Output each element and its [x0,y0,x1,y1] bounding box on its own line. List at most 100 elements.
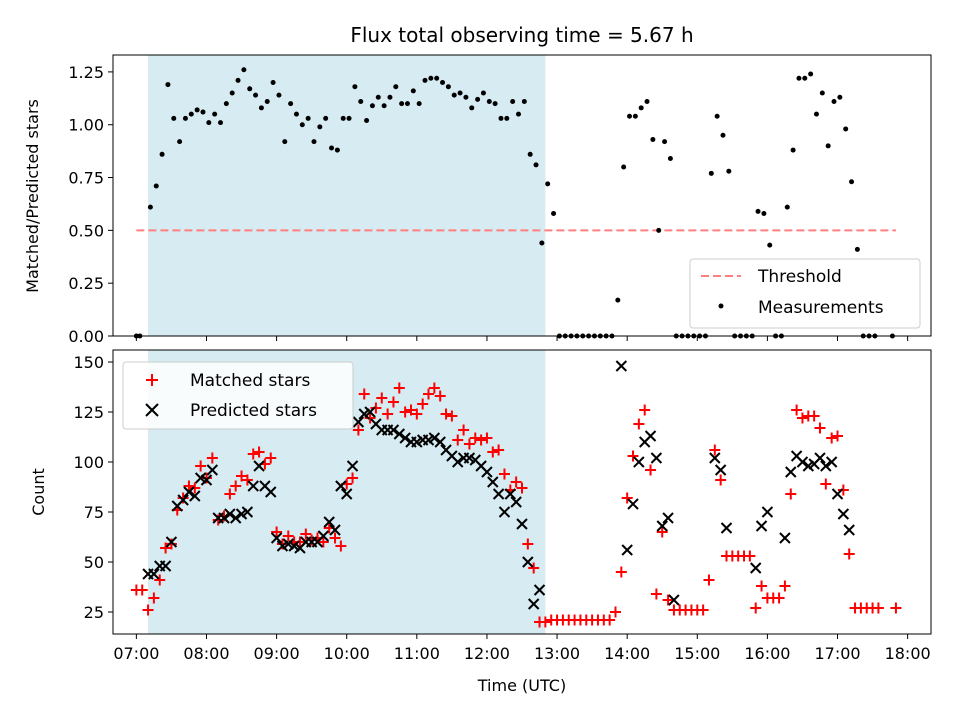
predicted-star-point [177,494,189,506]
predicted-star-point [200,474,213,486]
matched-star-point [276,538,288,550]
matched-star-point [399,406,411,418]
predicted-star-point [831,488,844,500]
measurement-point [223,101,229,107]
predicted-star-point [627,498,639,510]
matched-star-point [224,488,236,500]
matched-star-point [814,422,826,434]
predicted-star-point [317,530,330,542]
measurement-point [808,71,814,77]
measurement-point [270,79,276,85]
bottom-xtick-label: 17:00 [814,644,860,663]
bottom-y-ticks: 25 50 75 100 125 150 [73,353,113,622]
matched-star-point [423,388,435,400]
top-panel: 0.00 0.25 0.50 0.75 1.00 1.25 Flux total obse… [23,23,932,346]
measurement-point [504,115,510,121]
predicted-star-point [323,516,335,528]
legend-matched-label: Matched stars [190,371,310,391]
predicted-stars-points [142,360,855,610]
measurement-point [533,162,539,168]
measurement-point [147,204,153,210]
matched-star-point [165,538,177,550]
predicted-star-point [253,460,265,472]
matched-star-point [609,606,621,618]
measurement-point [451,92,457,98]
matched-star-point [528,562,540,574]
measurement-point [849,179,855,185]
bottom-ytick-label: 25 [84,603,104,622]
x-axis-label: Time (UTC) [477,676,566,695]
measurement-point [334,147,340,153]
measurement-point [475,96,481,102]
matched-star-point [440,408,452,420]
predicted-star-point [714,464,727,476]
measurement-point [299,122,305,128]
legend-measurements-swatch [718,303,724,309]
measurement-point [638,105,644,111]
matched-star-point [756,580,768,592]
bottom-xtick-label: 13:00 [534,644,580,663]
bottom-xtick-label: 14:00 [604,644,650,663]
matched-star-point [183,480,195,492]
matched-star-point [160,542,172,554]
measurement-point [796,75,802,81]
measurement-point [264,98,270,104]
measurement-point [206,120,212,126]
measurement-point [714,113,720,119]
predicted-star-point [750,562,762,574]
measurement-point [241,67,247,73]
matched-star-point [791,404,803,416]
matched-star-point [370,402,382,414]
bottom-ytick-label: 100 [73,453,104,472]
measurement-point [615,297,621,303]
predicted-star-point [633,456,645,468]
measurement-point [200,109,206,115]
matched-star-point [458,424,470,436]
predicted-star-point [814,452,826,464]
bottom-x-ticks: 07:00 08:00 09:00 10:00 11:00 12:00 13:00 14:00… [113,634,931,663]
matched-star-point [481,432,493,444]
measurement-point [837,94,843,100]
predicted-star-point [165,536,178,548]
predicted-star-point [527,598,540,610]
measurement-point [790,147,796,153]
top-legend-box [689,258,921,329]
matched-star-point [177,492,189,504]
bottom-legend-box [122,361,354,430]
matched-star-point [387,396,399,408]
measurement-point [165,82,171,88]
matched-star-point [364,412,376,424]
predicted-star-point [434,436,446,448]
predicted-star-point [229,512,242,524]
predicted-star-point [668,594,680,606]
measurement-point [708,170,714,176]
predicted-star-point [510,496,522,508]
matched-star-point [300,528,312,540]
predicted-star-point [644,430,657,442]
measurement-point [364,117,370,123]
top-axes-frame [112,54,932,337]
top-y-ticks: 0.00 0.25 0.50 0.75 1.00 1.25 [68,63,113,346]
matched-star-point [294,536,306,548]
predicted-star-point [504,488,517,500]
chart-title: Flux total observing time = 5.67 h [350,23,693,47]
predicted-star-point [247,480,259,492]
matched-star-point [645,464,657,476]
measurement-point [346,115,352,121]
matched-star-point [446,410,458,422]
measurement-point [258,105,264,111]
predicted-star-point [779,532,791,544]
matched-star-point [142,604,154,616]
predicted-star-point [761,506,774,518]
predicted-star-point [481,466,493,478]
measurement-point [188,111,194,117]
matched-star-point [872,602,884,614]
predicted-star-point [755,520,768,532]
measurement-point [381,103,387,109]
predicted-star-point [837,508,850,520]
matched-star-point [773,592,785,604]
matched-star-point [837,484,849,496]
matched-stars-points [130,382,902,628]
measurement-point [235,77,241,83]
matched-star-point [148,592,160,604]
